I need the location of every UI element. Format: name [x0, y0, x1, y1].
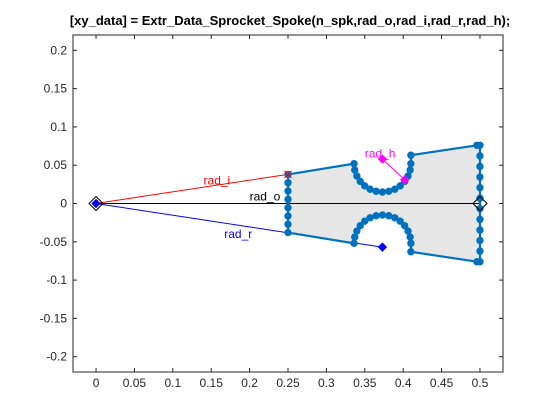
x-tick-label: 0	[93, 376, 100, 390]
profile-point	[351, 160, 357, 166]
y-tick-label: -0.15	[40, 311, 68, 325]
y-tick-label: 0	[60, 197, 67, 211]
y-tick-label: -0.05	[40, 235, 68, 249]
profile-point	[373, 212, 379, 218]
profile-point	[285, 221, 291, 227]
rad-r-label: rad_r	[224, 227, 252, 241]
y-tick-label: -0.1	[46, 273, 67, 287]
profile-point	[285, 188, 291, 194]
x-tick-label: 0.45	[430, 376, 454, 390]
profile-point	[477, 237, 483, 243]
profile-point	[392, 215, 398, 221]
profile-point	[285, 196, 291, 202]
profile-point	[352, 234, 358, 240]
x-tick-label: 0.25	[276, 376, 300, 390]
profile-point	[477, 184, 483, 190]
profile-point	[352, 167, 358, 173]
profile-point	[354, 228, 360, 234]
profile-point	[477, 248, 483, 254]
x-tick-label: 0.3	[318, 376, 335, 390]
profile-point	[285, 180, 291, 186]
x-tick-label: 0.35	[353, 376, 377, 390]
profile-point	[477, 163, 483, 169]
rad-i-label: rad_i	[204, 173, 231, 187]
chart-title: [xy_data] = Extr_Data_Sprocket_Spoke(n_s…	[70, 13, 510, 28]
profile-point	[477, 227, 483, 233]
y-tick-label: 0.05	[44, 158, 68, 172]
x-tick-label: 0.4	[395, 376, 412, 390]
profile-point	[408, 160, 414, 166]
y-tick-label: 0.2	[50, 43, 67, 57]
profile-point	[386, 212, 392, 218]
profile-point	[477, 216, 483, 222]
profile-point	[407, 234, 413, 240]
y-tick-label: 0.15	[44, 82, 68, 96]
y-tick-label: -0.2	[46, 350, 67, 364]
profile-point	[285, 229, 291, 235]
profile-point	[379, 189, 385, 195]
profile-point	[285, 204, 291, 210]
profile-point	[477, 153, 483, 159]
y-tick-label: 0.1	[50, 120, 67, 134]
x-tick-label: 0.1	[164, 376, 181, 390]
profile-point	[408, 240, 414, 246]
profile-point	[367, 186, 373, 192]
rad-h-label: rad_h	[365, 147, 396, 161]
x-tick-label: 0.05	[123, 376, 147, 390]
profile-point	[285, 213, 291, 219]
profile-point	[474, 259, 480, 265]
x-tick-label: 0.5	[472, 376, 489, 390]
profile-point	[477, 142, 483, 148]
profile-point	[407, 167, 413, 173]
profile-point	[408, 249, 414, 255]
profile-point	[351, 240, 357, 246]
x-tick-label: 0.15	[200, 376, 224, 390]
profile-point	[477, 174, 483, 180]
profile-point	[373, 188, 379, 194]
profile-point	[379, 212, 385, 218]
x-tick-label: 0.2	[241, 376, 258, 390]
profile-point	[408, 152, 414, 158]
profile-point	[386, 188, 392, 194]
rad-o-label: rad_o	[250, 189, 281, 203]
